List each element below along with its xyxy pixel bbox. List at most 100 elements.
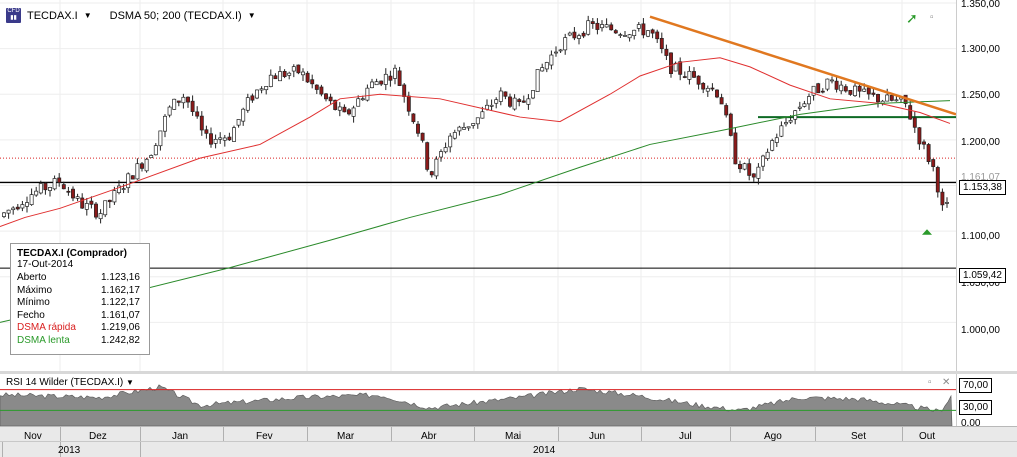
candle-body <box>6 209 11 214</box>
rsi-dropdown-icon[interactable]: ▼ <box>126 378 134 387</box>
tooltip-value: 1.162,17 <box>100 284 140 296</box>
candle-body <box>112 190 117 203</box>
candle-body <box>650 29 655 34</box>
window-icon[interactable]: ▫ <box>930 12 934 23</box>
month-divider <box>641 427 642 441</box>
candle-body <box>181 96 186 104</box>
tooltip-value: 1.122,17 <box>100 297 140 308</box>
candle-body <box>71 188 75 199</box>
candle-body <box>268 74 273 87</box>
month-label: Nov <box>24 431 42 442</box>
candle-body <box>43 182 48 191</box>
rsi-label[interactable]: RSI 14 Wilder (TECDAX.I) ▼ <box>6 377 134 388</box>
candle-body <box>328 96 333 102</box>
candle-body <box>471 123 476 126</box>
candle-body <box>117 185 121 194</box>
candle-body <box>669 52 673 75</box>
candle-body <box>259 88 264 91</box>
candle-body <box>908 105 913 120</box>
candle-body <box>406 95 411 112</box>
price-tick: 1.300,00 <box>961 44 1000 55</box>
candle-body <box>61 184 66 190</box>
candle-body <box>917 127 922 145</box>
candle-body <box>227 136 232 141</box>
rsi-zero-label: 0,00 <box>961 418 981 429</box>
month-label: Fev <box>256 431 273 442</box>
minimize-icon[interactable]: ▫ <box>928 377 932 388</box>
candle-body <box>641 23 646 36</box>
support-price-label: 1.059,42 <box>959 268 1006 283</box>
candle-body <box>613 30 618 34</box>
candle-body <box>149 155 154 159</box>
time-axis[interactable]: Nov Dez Jan Fev Mar Abr Mai Jun Jul Ago … <box>0 426 1017 457</box>
candle-body <box>360 98 365 101</box>
candle-body <box>462 127 466 130</box>
rsi-chart[interactable]: RSI 14 Wilder (TECDAX.I) ▼ ▫ ✕ <box>0 374 956 426</box>
indicator-dropdown-icon[interactable]: ▼ <box>247 11 256 20</box>
symbol-label[interactable]: TECDAX.I <box>27 9 78 22</box>
candle-body <box>140 163 144 169</box>
candle-body <box>940 191 945 206</box>
price-tick: 1.200,00 <box>961 137 1000 148</box>
symbol-dropdown-icon[interactable]: ▼ <box>83 11 92 20</box>
candle-body <box>176 100 181 103</box>
candle-body <box>747 163 752 176</box>
pane-separator[interactable] <box>0 371 1017 374</box>
price-chart[interactable]: CFD ▮▮ TECDAX.I ▼ DSMA 50; 200 (TECDAX.I)… <box>0 0 956 371</box>
rsi-axis[interactable]: 70,00 30,00 0,00 <box>956 374 1017 429</box>
candle-body <box>107 199 112 203</box>
candle-body <box>158 130 163 147</box>
candle-body <box>439 151 443 158</box>
candle-body <box>770 140 775 151</box>
candle-body <box>98 213 103 220</box>
year-label: 2014 <box>533 445 556 456</box>
price-tick: 1.100,00 <box>961 231 1000 242</box>
candle-body <box>774 137 779 143</box>
candle-body <box>342 106 347 113</box>
indicator-label[interactable]: DSMA 50; 200 (TECDAX.I) <box>109 9 242 22</box>
trend-up-icon[interactable]: ➚ <box>906 10 918 26</box>
candle-body <box>278 71 282 82</box>
price-axis[interactable]: 1.350,00 1.300,00 1.250,00 1.200,00 1.16… <box>956 0 1017 371</box>
candle-body <box>857 85 862 92</box>
candle-body <box>80 197 85 209</box>
candle-body <box>287 72 292 76</box>
candle-body <box>393 67 397 79</box>
month-divider <box>391 427 392 441</box>
candle-body <box>572 31 577 39</box>
slow-ma-line <box>0 100 951 323</box>
candle-body <box>186 96 190 103</box>
candle-body <box>443 147 448 153</box>
month-label: Ago <box>764 431 782 442</box>
close-icon[interactable]: ✕ <box>942 377 951 388</box>
price-tick: 1.050,00 <box>961 278 1000 289</box>
candle-body <box>416 123 420 134</box>
candle-body <box>820 90 825 93</box>
candle-body <box>563 37 568 51</box>
month-label: Dez <box>89 431 107 442</box>
year-label: 2013 <box>58 445 81 456</box>
month-divider <box>902 427 903 441</box>
candle-body <box>494 99 499 104</box>
chart-toolbar: CFD ▮▮ TECDAX.I ▼ DSMA 50; 200 (TECDAX.I)… <box>6 8 256 23</box>
candle-body <box>199 115 204 131</box>
candle-body <box>434 158 439 177</box>
candle-body <box>912 117 917 128</box>
tooltip-table: Aberto 1.123,16 Máximo 1.162,17 Mínimo 1.12… <box>17 272 140 347</box>
candle-body <box>301 71 305 76</box>
candle-body <box>862 88 867 92</box>
candle-body <box>310 79 315 85</box>
candle-body <box>544 62 549 70</box>
rsi-oversold-label: 30,00 <box>959 400 993 415</box>
candle-body <box>475 117 480 125</box>
candle-body <box>733 132 738 165</box>
candle-body <box>457 126 462 132</box>
candle-body <box>121 188 126 190</box>
candle-body <box>848 90 853 95</box>
candle-body <box>567 32 572 36</box>
month-divider <box>60 427 61 457</box>
candle-body <box>715 89 719 98</box>
month-divider <box>223 427 224 441</box>
candle-body <box>816 83 821 94</box>
candle-body <box>420 132 425 141</box>
